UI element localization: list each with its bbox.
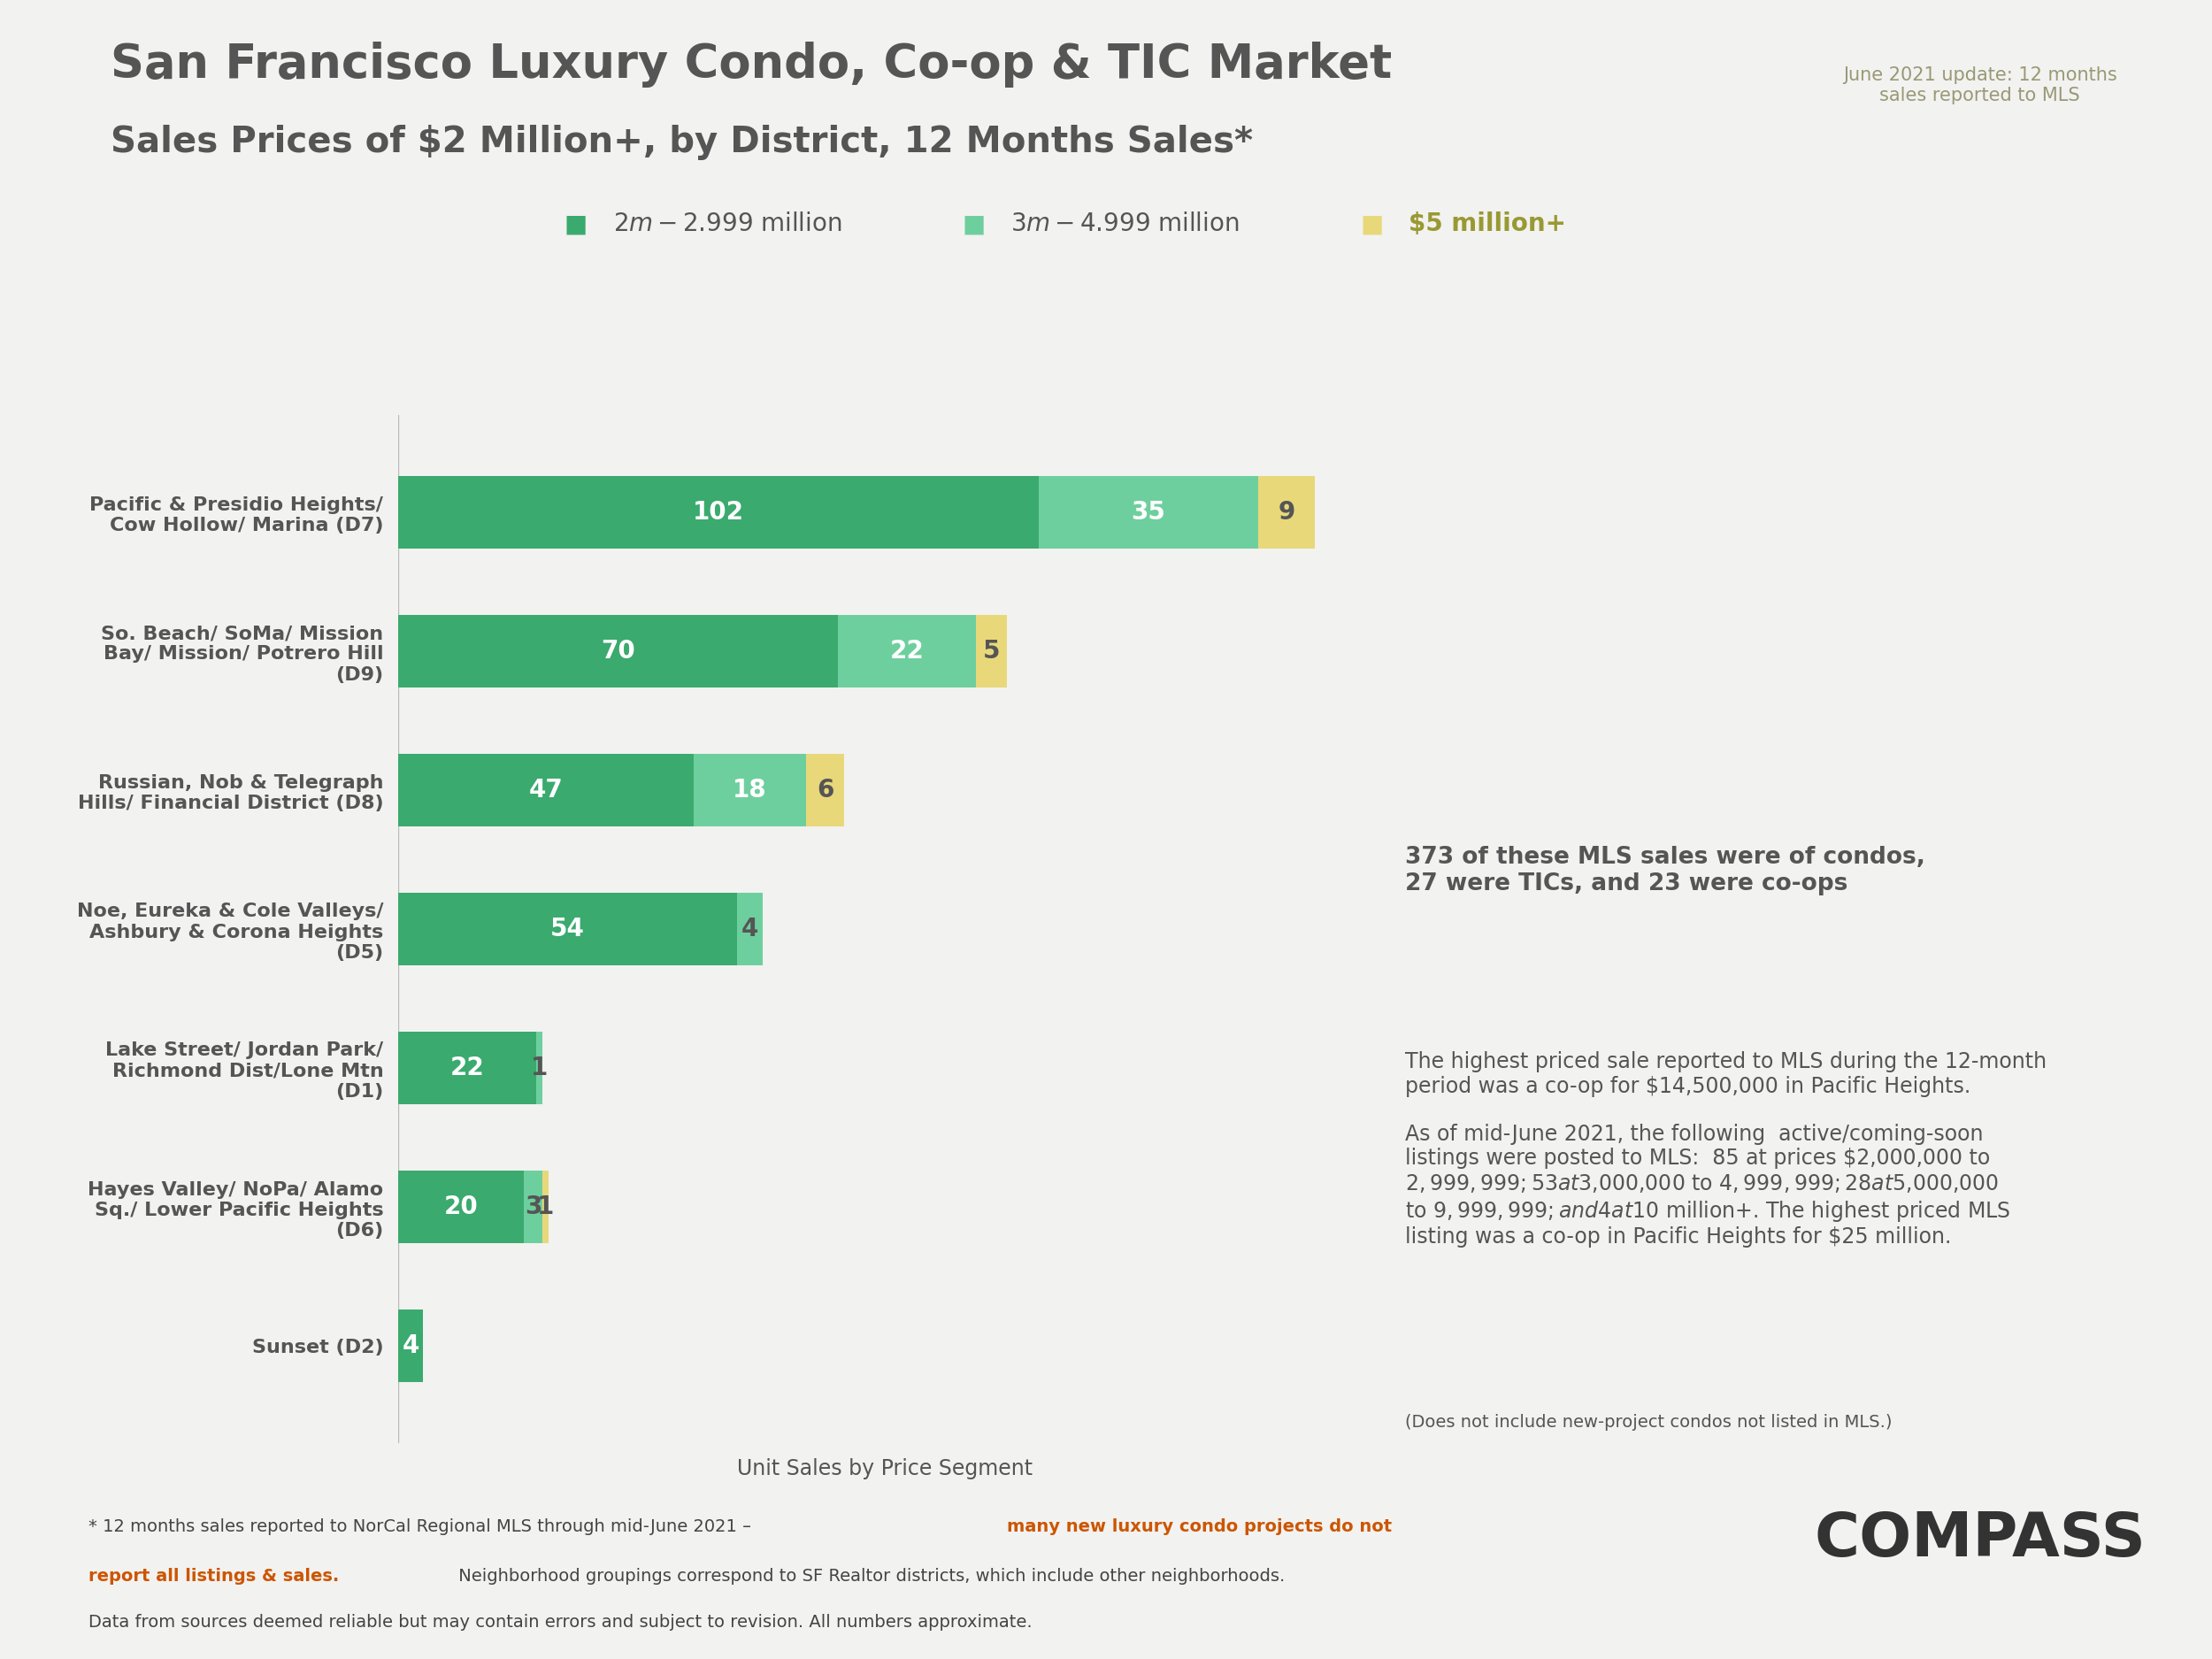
Text: 47: 47: [529, 778, 562, 803]
Text: 1: 1: [538, 1194, 555, 1219]
Bar: [542, 1171, 549, 1243]
Text: Sales Prices of $2 Million+, by District, 12 Months Sales*: Sales Prices of $2 Million+, by District…: [111, 124, 1252, 159]
Bar: [692, 753, 807, 826]
Bar: [1040, 476, 1259, 547]
Text: 3: 3: [524, 1194, 542, 1219]
Text: * 12 months sales reported to NorCal Regional MLS through mid-June 2021 –: * 12 months sales reported to NorCal Reg…: [88, 1518, 757, 1535]
Text: 373 of these MLS sales were of condos,
27 were TICs, and 23 were co-ops: 373 of these MLS sales were of condos, 2…: [1405, 846, 1924, 896]
Bar: [737, 893, 763, 966]
Text: 102: 102: [692, 499, 743, 524]
Text: ■: ■: [564, 212, 588, 236]
X-axis label: Unit Sales by Price Segment: Unit Sales by Price Segment: [737, 1458, 1033, 1480]
Bar: [398, 615, 838, 687]
Text: 20: 20: [445, 1194, 478, 1219]
Text: ■: ■: [1360, 212, 1385, 236]
Text: 1: 1: [531, 1055, 549, 1080]
Text: 6: 6: [816, 778, 834, 803]
Text: COMPASS: COMPASS: [1814, 1510, 2146, 1569]
Text: The highest priced sale reported to MLS during the 12-month
period was a co-op f: The highest priced sale reported to MLS …: [1405, 1052, 2046, 1097]
Bar: [535, 1032, 542, 1105]
Text: $3m - $4.999 million: $3m - $4.999 million: [1011, 212, 1239, 236]
Text: 70: 70: [602, 639, 635, 664]
Bar: [398, 1171, 524, 1243]
Text: 18: 18: [732, 778, 768, 803]
Text: 54: 54: [551, 917, 584, 941]
Bar: [838, 615, 975, 687]
Bar: [807, 753, 845, 826]
Text: many new luxury condo projects do not: many new luxury condo projects do not: [1006, 1518, 1391, 1535]
Text: Data from sources deemed reliable but may contain errors and subject to revision: Data from sources deemed reliable but ma…: [88, 1614, 1033, 1631]
Bar: [398, 1032, 535, 1105]
Text: 5: 5: [982, 639, 1000, 664]
Bar: [398, 1311, 422, 1382]
Text: report all listings & sales.: report all listings & sales.: [88, 1568, 338, 1584]
Text: 4: 4: [741, 917, 759, 941]
Text: 9: 9: [1279, 499, 1296, 524]
Bar: [1259, 476, 1314, 547]
Bar: [398, 476, 1040, 547]
Bar: [524, 1171, 542, 1243]
Text: $2m - $2.999 million: $2m - $2.999 million: [613, 212, 841, 236]
Text: San Francisco Luxury Condo, Co-op & TIC Market: San Francisco Luxury Condo, Co-op & TIC …: [111, 41, 1391, 88]
Text: Neighborhood groupings correspond to SF Realtor districts, which include other n: Neighborhood groupings correspond to SF …: [453, 1568, 1285, 1584]
Text: 4: 4: [403, 1334, 420, 1359]
Text: As of mid-June 2021, the following  active/coming-soon
listings were posted to M: As of mid-June 2021, the following activ…: [1405, 1123, 2011, 1248]
Text: 22: 22: [889, 639, 925, 664]
Bar: [398, 753, 692, 826]
Text: June 2021 update: 12 months
sales reported to MLS: June 2021 update: 12 months sales report…: [1843, 66, 2117, 105]
Text: 35: 35: [1130, 499, 1166, 524]
Text: 22: 22: [449, 1055, 484, 1080]
Text: (Does not include new-project condos not listed in MLS.): (Does not include new-project condos not…: [1405, 1413, 1891, 1430]
Bar: [975, 615, 1006, 687]
Text: ■: ■: [962, 212, 987, 236]
Text: $5 million+: $5 million+: [1409, 212, 1566, 236]
Bar: [398, 893, 737, 966]
